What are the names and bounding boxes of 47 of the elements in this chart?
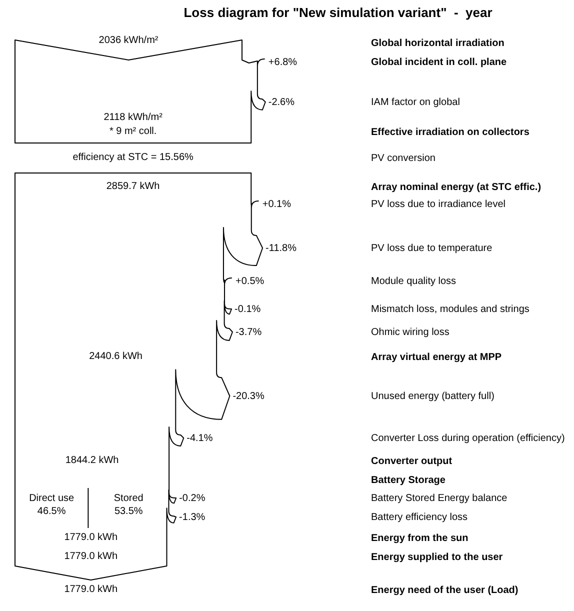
category-label: PV loss due to temperature [371, 242, 493, 254]
category-label: PV conversion [371, 152, 436, 164]
data-label: -20.3% [232, 390, 264, 402]
data-label: -0.2% [179, 492, 206, 504]
text: 46.5% [37, 506, 66, 516]
category-label: Array nominal energy (at STC effic.) [371, 182, 542, 192]
text: efficiency at STC = 15.56% [72, 152, 194, 162]
category-label: Energy supplied to the user [371, 552, 503, 562]
text: 1779.0 kWh [64, 550, 118, 562]
category-label: Energy need of the user (Load) [371, 584, 518, 596]
text: Direct use [29, 492, 75, 504]
category-label: Energy from the sun [371, 532, 468, 544]
text: 1779.0 kWh [64, 532, 118, 542]
category-label: Effective irradiation on collectors [371, 126, 530, 138]
category-label: Battery Stored Energy balance [371, 492, 508, 504]
category-label: Battery Storage [371, 474, 446, 486]
text: 2036 kWh/m² [98, 34, 159, 46]
category-label: Converter Loss during operation (efficiency) [371, 432, 565, 444]
text: Stored [114, 492, 144, 504]
category-label: Global incident in coll. plane [371, 56, 508, 68]
category-label: Global horizontal irradiation [371, 38, 504, 48]
data-label: +6.8% [268, 56, 298, 68]
category-label: Mismatch loss, modules and strings [371, 304, 530, 314]
text: 53.5% [114, 506, 143, 516]
text: 2440.6 kWh [89, 350, 142, 362]
category-label: Unused energy (battery full) [371, 390, 494, 402]
data-label: -2.6% [268, 96, 295, 108]
category-label: Battery efficiency loss [371, 512, 468, 522]
text: 1844.2 kWh [65, 454, 119, 466]
data-label: -3.7% [235, 326, 262, 338]
data-label: -11.8% [266, 242, 297, 254]
category-label: Module quality loss [371, 276, 456, 286]
category-label: IAM factor on global [371, 96, 460, 108]
data-label: -4.1% [186, 432, 213, 444]
text: Loss diagram for "New simulation variant" - year [184, 4, 492, 20]
category-label: Array virtual energy at MPP [371, 352, 502, 362]
text: 2118 kWh/m² [104, 112, 164, 122]
text: 2859.7 kWh [106, 180, 160, 192]
data-label: +0.5% [236, 276, 264, 286]
data-label: -1.3% [179, 512, 206, 522]
category-label: PV loss due to irradiance level [371, 198, 506, 210]
data-label: +0.1% [262, 198, 292, 210]
category-label: Converter output [371, 456, 453, 466]
text: 1779.0 kWh [64, 584, 118, 594]
category-label: Ohmic wiring loss [371, 326, 450, 338]
text: * 9 m² coll. [109, 126, 157, 136]
data-label: -0.1% [234, 304, 261, 314]
